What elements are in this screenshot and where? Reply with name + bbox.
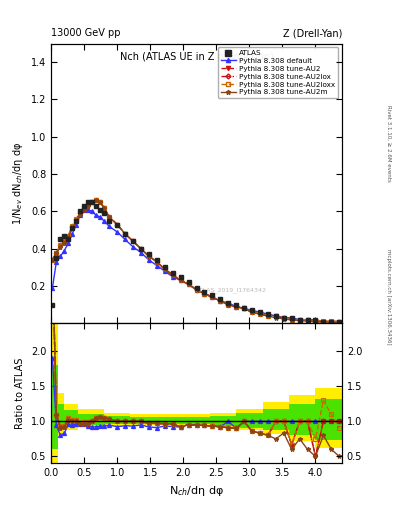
Text: 13000 GeV pp: 13000 GeV pp: [51, 28, 121, 38]
Text: Nch (ATLAS UE in Z production): Nch (ATLAS UE in Z production): [119, 52, 274, 62]
Text: ATLAS_2019_I1764342: ATLAS_2019_I1764342: [196, 287, 267, 293]
Text: mcplots.cern.ch [arXiv:1306.3436]: mcplots.cern.ch [arXiv:1306.3436]: [386, 249, 391, 345]
Legend: ATLAS, Pythia 8.308 default, Pythia 8.308 tune-AU2, Pythia 8.308 tune-AU2lox, Py: ATLAS, Pythia 8.308 default, Pythia 8.30…: [218, 47, 338, 98]
Text: Rivet 3.1.10, ≥ 2.6M events: Rivet 3.1.10, ≥ 2.6M events: [386, 105, 391, 182]
Text: Z (Drell-Yan): Z (Drell-Yan): [283, 28, 342, 38]
Y-axis label: 1/N$_{ev}$ dN$_{ch}$/dη dφ: 1/N$_{ev}$ dN$_{ch}$/dη dφ: [11, 142, 25, 225]
Y-axis label: Ratio to ATLAS: Ratio to ATLAS: [15, 358, 25, 429]
X-axis label: N$_{ch}$/dη dφ: N$_{ch}$/dη dφ: [169, 484, 224, 498]
